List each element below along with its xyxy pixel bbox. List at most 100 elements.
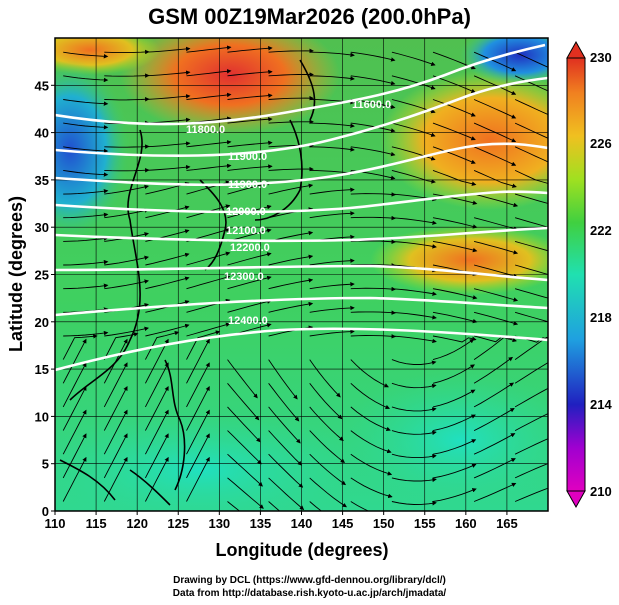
streamline [514, 264, 548, 275]
streamline [350, 477, 393, 499]
streamline [432, 389, 476, 408]
streamline [103, 433, 128, 479]
streamline [186, 322, 231, 337]
streamline [62, 409, 87, 455]
streamline [309, 329, 355, 337]
streamline [309, 477, 347, 508]
streamline [473, 482, 517, 502]
streamline [350, 146, 396, 157]
x-tick-label: 120 [126, 516, 148, 531]
streamline [186, 140, 232, 148]
x-tick-label: 145 [332, 516, 354, 531]
streamline [268, 383, 300, 422]
streamline [432, 488, 477, 502]
streamline [63, 75, 109, 83]
streamline [432, 364, 475, 384]
height-contours [55, 43, 548, 372]
x-tick-label: 160 [455, 516, 477, 531]
streamline [391, 51, 436, 66]
streamline [186, 409, 210, 455]
streamline [391, 217, 437, 225]
streamline [145, 141, 191, 148]
colorbar-label: 210 [590, 484, 612, 499]
streamline [309, 430, 346, 464]
colorbar: 230 226 222 218 214 210 [566, 40, 612, 509]
streamline [350, 501, 370, 511]
colorbar-max-triangle [566, 40, 586, 59]
streamline [514, 99, 548, 116]
streamline [63, 51, 109, 59]
streamline [350, 263, 396, 268]
colorbar-label: 218 [590, 310, 612, 325]
streamline [473, 99, 517, 119]
streamline [432, 335, 477, 343]
streamline [268, 359, 298, 400]
streamline [62, 362, 87, 408]
streamline [391, 169, 436, 184]
streamline [268, 166, 314, 172]
colorbar-label: 230 [590, 50, 612, 65]
streamline [268, 254, 314, 266]
streamline [514, 311, 548, 323]
x-tick-label: 125 [167, 516, 189, 531]
y-tick-label: 5 [42, 457, 49, 472]
streamline [104, 208, 149, 219]
colorbar-scale [566, 57, 586, 492]
x-tick-label: 135 [250, 516, 272, 531]
x-tick-label: 115 [86, 516, 107, 531]
streamline [432, 193, 478, 205]
streamline [186, 69, 232, 77]
streamline [268, 430, 303, 466]
x-tick-label: 140 [291, 516, 313, 531]
streamline [309, 305, 355, 313]
streamline [473, 335, 517, 343]
streamline [63, 283, 109, 290]
coastlines [59, 59, 316, 506]
streamline [104, 279, 149, 290]
streamline [104, 97, 150, 102]
streamline [391, 359, 437, 365]
streamline [350, 430, 392, 454]
streamline [186, 163, 232, 171]
streamline [145, 276, 190, 290]
streamline [432, 439, 477, 455]
streamline [145, 46, 191, 53]
streamline [268, 501, 281, 511]
streamline [103, 362, 128, 408]
y-tick-label: 25 [35, 268, 49, 283]
streamline [309, 501, 323, 511]
streamline [432, 414, 476, 432]
streamline [268, 477, 305, 511]
streamline [432, 463, 477, 479]
streamline [473, 122, 517, 143]
streamline [145, 433, 169, 479]
streamline [309, 211, 355, 219]
streamline [268, 301, 314, 313]
streamline [145, 70, 191, 77]
streamline [63, 122, 109, 130]
streamline [62, 338, 87, 384]
streamline [227, 93, 273, 100]
streamline [186, 338, 210, 384]
streamline [145, 330, 180, 360]
streamline [473, 51, 517, 72]
streamline [227, 164, 273, 171]
streamline [350, 122, 396, 133]
streamline [432, 122, 476, 141]
streamline [145, 205, 190, 219]
chart-title: GSM 00Z19Mar2026 (200.0hPa) [148, 4, 471, 29]
streamline [145, 323, 190, 337]
streamline [104, 326, 149, 337]
streamline [268, 278, 314, 290]
y-tick-label: 40 [35, 126, 49, 141]
streamline [514, 487, 548, 502]
streamline [473, 169, 517, 188]
streamline [103, 386, 128, 431]
streamline [391, 382, 437, 389]
streamline [63, 188, 109, 195]
streamline [227, 252, 272, 266]
y-tick-label: 15 [35, 362, 49, 377]
streamline [268, 183, 314, 195]
streamline [227, 477, 264, 509]
streamline [473, 311, 519, 326]
